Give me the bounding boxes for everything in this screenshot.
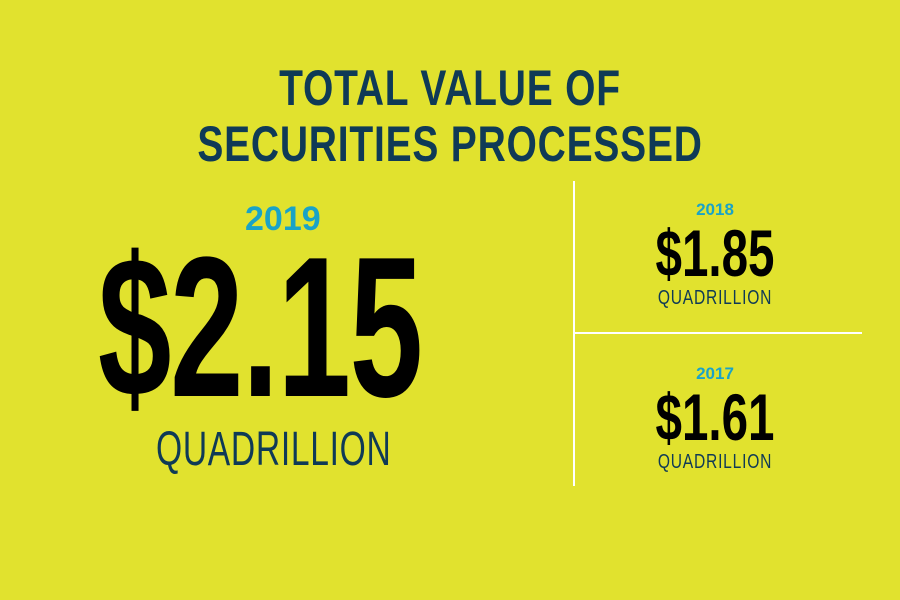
side-stat-unit: QUADRILLION (657, 287, 773, 309)
side-stat-2018: 2018 $1.85 QUADRILLION (600, 200, 830, 310)
side-stat-2017: 2017 $1.61 QUADRILLION (600, 364, 830, 474)
main-stat-value: $2.15 (98, 216, 423, 439)
title-line-2: SECURITIES PROCESSED (197, 116, 703, 172)
side-stat-year: 2018 (696, 200, 734, 219)
side-stat-unit: QUADRILLION (657, 451, 773, 473)
title-line-1: TOTAL VALUE OF (279, 60, 621, 116)
main-stat-unit: QUADRILLION (156, 423, 392, 476)
page-title: TOTAL VALUE OF SECURITIES PROCESSED (99, 60, 801, 172)
side-stat-value: $1.61 (655, 380, 775, 454)
horizontal-divider (574, 332, 862, 334)
main-stat-year: 2019 (245, 200, 321, 238)
side-stat-year: 2017 (696, 364, 734, 383)
side-stat-value: $1.85 (655, 216, 775, 290)
